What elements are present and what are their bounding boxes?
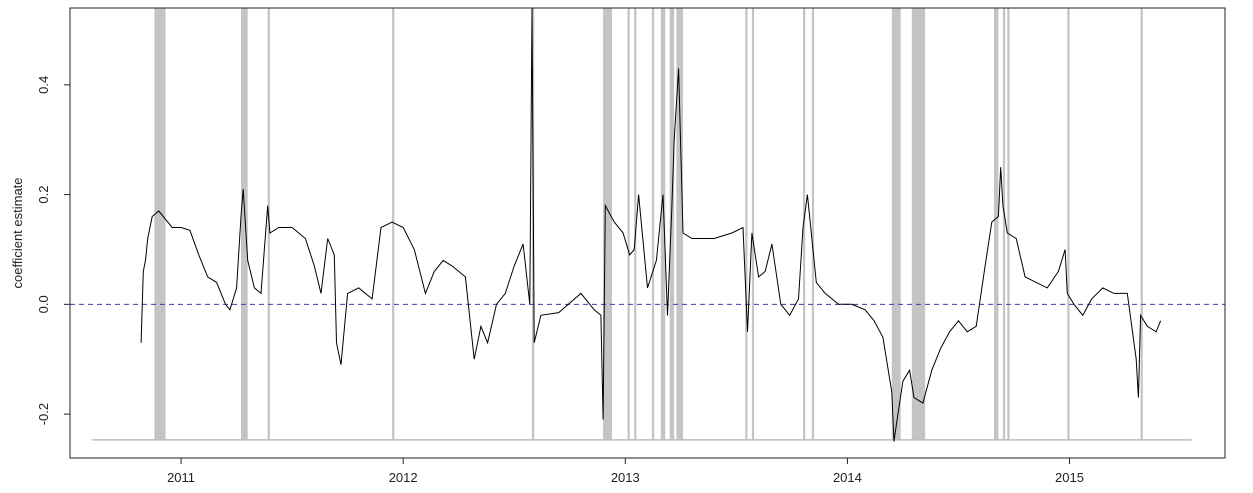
coefficient-series-line [140, 7, 1162, 442]
shaded-period-3 [392, 8, 395, 440]
y-tick-label: 0.4 [36, 76, 51, 94]
shaded-period-15 [811, 8, 815, 440]
shaded-period-11 [676, 8, 684, 440]
shaded-period-1 [241, 8, 248, 440]
shaded-periods [154, 8, 1143, 440]
x-axis: 2011 2012 2013 2014 2015 [167, 458, 1084, 485]
shaded-period-10 [669, 8, 675, 440]
plot-frame [69, 7, 1226, 459]
shaded-period-22 [1140, 8, 1143, 440]
x-tick-label: 2014 [833, 470, 862, 485]
shaded-period-5 [603, 8, 612, 440]
x-tick-label: 2015 [1055, 470, 1084, 485]
shaded-period-0 [154, 8, 166, 440]
x-tick-label: 2011 [167, 470, 195, 485]
shaded-period-19 [1002, 8, 1006, 440]
shaded-period-7 [634, 8, 637, 440]
shaded-period-6 [627, 8, 630, 440]
shaded-period-21 [1067, 8, 1070, 440]
x-tick-label: 2013 [611, 470, 640, 485]
y-axis: -0.2 0.0 0.2 0.4 [36, 76, 70, 425]
y-tick-label: 0.0 [36, 295, 51, 313]
y-tick-label: 0.2 [36, 186, 51, 204]
shaded-period-14 [802, 8, 806, 440]
shaded-period-13 [751, 8, 755, 440]
shaded-period-20 [1007, 8, 1010, 440]
y-axis-title: coefficient estimate [10, 177, 25, 288]
shaded-period-9 [660, 8, 666, 440]
y-tick-label: -0.2 [36, 403, 51, 425]
x-tick-label: 2012 [389, 470, 418, 485]
shaded-period-18 [994, 8, 999, 440]
shaded-period-16 [891, 8, 901, 440]
shaded-period-8 [651, 8, 655, 440]
shaded-period-12 [745, 8, 748, 440]
shaded-period-17 [911, 8, 926, 440]
